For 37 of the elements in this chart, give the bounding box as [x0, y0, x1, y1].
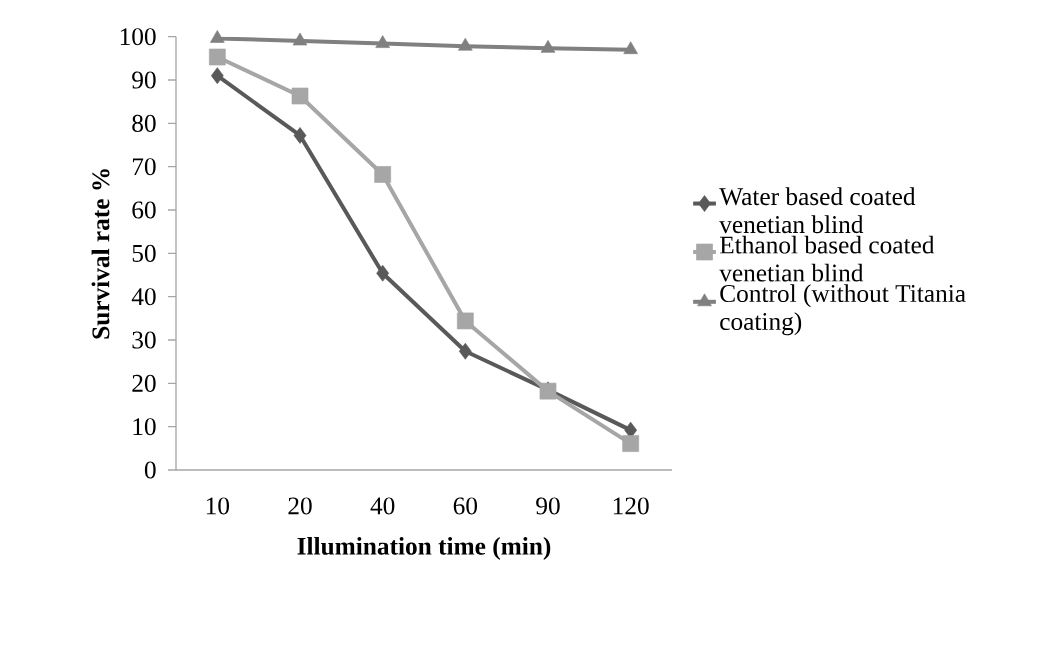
point: [211, 67, 224, 85]
y-tick-label: 40: [131, 288, 156, 306]
x-axis-title: Illumination time (min): [297, 536, 551, 560]
point: [458, 342, 472, 360]
x-tick-label: 10: [206, 497, 230, 515]
legend-label: Water based coated venetian blind: [719, 187, 916, 234]
y-tick-label: 80: [132, 114, 156, 132]
point: [623, 41, 638, 54]
y-tick-label: 90: [132, 71, 156, 89]
point: [458, 37, 473, 51]
y-tick-label: 20: [132, 374, 156, 392]
point: [208, 48, 226, 66]
point: [293, 127, 307, 144]
point: [374, 166, 392, 183]
y-tick-label: 30: [132, 331, 156, 349]
y-tick-label: 60: [132, 201, 156, 219]
x-tick-label: 120: [613, 497, 649, 515]
y-axis-title: Survival rate %: [91, 169, 110, 339]
y-tick-label: 10: [133, 418, 156, 436]
y-tick-label: 100: [120, 28, 156, 46]
x-tick-label: 90: [536, 497, 560, 515]
legend-label: Control (without Titania coating): [720, 284, 966, 336]
y-tick-label: 70: [132, 158, 156, 176]
legend-label: Ethanol based coated venetian blind: [719, 235, 935, 282]
y-tick-label: 0: [144, 461, 156, 479]
point: [210, 30, 225, 43]
point: [456, 312, 474, 330]
point: [376, 264, 390, 282]
point: [540, 40, 556, 53]
point: [291, 87, 309, 105]
x-tick-label: 20: [288, 497, 312, 515]
point: [292, 32, 308, 46]
y-tick-label: 50: [132, 244, 156, 262]
point: [375, 35, 390, 48]
point: [622, 435, 640, 452]
x-tick-label: 60: [453, 497, 478, 515]
x-tick-label: 40: [370, 497, 395, 515]
